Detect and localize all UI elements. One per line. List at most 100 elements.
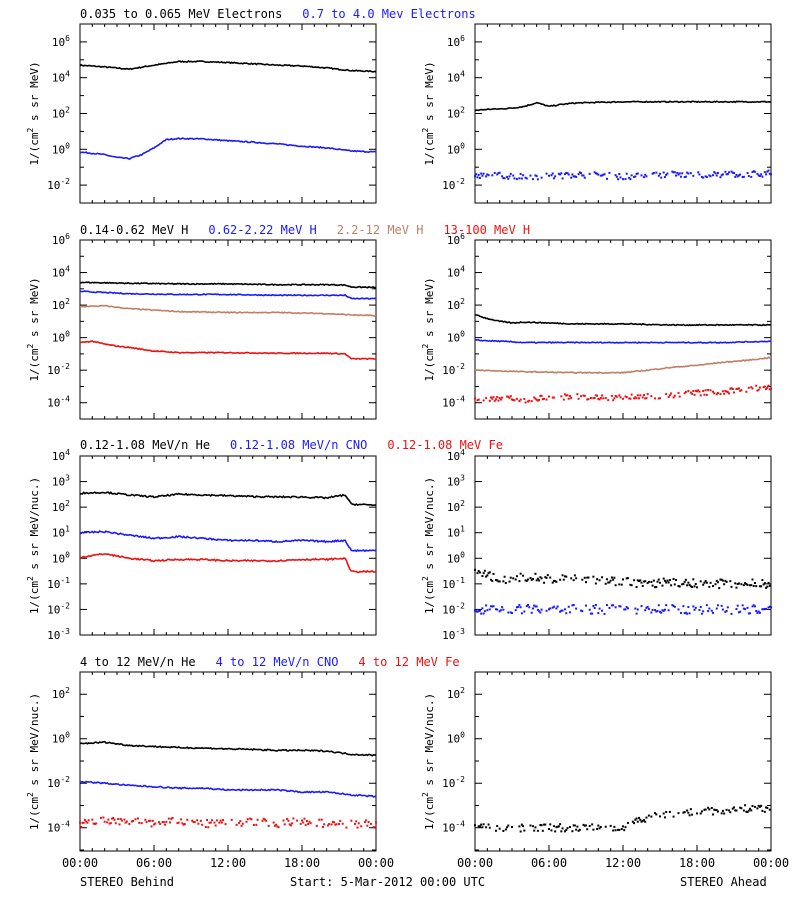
- y-tick-label: 104: [52, 265, 70, 280]
- series-point: [561, 827, 564, 830]
- series-point: [548, 608, 550, 611]
- series-point: [494, 829, 497, 832]
- series-point: [670, 392, 673, 395]
- series-point: [768, 584, 771, 587]
- series-point: [651, 608, 654, 611]
- series-point: [735, 809, 738, 812]
- series-point: [712, 390, 715, 393]
- series-point: [657, 604, 660, 607]
- x-tick-label: 00:00: [62, 856, 98, 870]
- series-point: [543, 581, 546, 584]
- series-point: [509, 172, 512, 175]
- series-point: [756, 172, 759, 175]
- series-point: [610, 604, 613, 607]
- series-point: [603, 612, 606, 615]
- series-point: [737, 611, 740, 614]
- series-point: [145, 821, 148, 824]
- series-point: [608, 606, 611, 609]
- series-point: [481, 607, 484, 610]
- y-tick-label: 104: [447, 448, 465, 463]
- series-point: [742, 175, 745, 178]
- series-point: [707, 388, 710, 391]
- series-point: [642, 394, 645, 397]
- series-point: [345, 826, 348, 829]
- series-point: [659, 610, 661, 613]
- series-point: [527, 603, 530, 606]
- series-point: [741, 176, 744, 179]
- series-point: [730, 612, 733, 615]
- series-point: [673, 605, 676, 608]
- series-point: [723, 583, 726, 586]
- series-point: [536, 829, 539, 832]
- series-point: [610, 576, 613, 579]
- series-point: [496, 608, 499, 611]
- series-point: [114, 822, 117, 825]
- series-line: [80, 304, 377, 318]
- series-point: [731, 387, 734, 390]
- series-point: [99, 816, 102, 819]
- series-point: [619, 176, 622, 179]
- series-point: [562, 398, 565, 401]
- series-point: [671, 604, 674, 607]
- series-point: [551, 396, 554, 399]
- series-point: [580, 395, 583, 398]
- series-point: [246, 818, 249, 821]
- series-point: [725, 580, 728, 583]
- series-point: [564, 608, 567, 611]
- series-point: [292, 817, 295, 820]
- series-point: [213, 821, 216, 824]
- series-point: [513, 399, 516, 402]
- series-point: [752, 584, 755, 587]
- series-point: [645, 816, 648, 819]
- series-point: [633, 175, 636, 178]
- series-point: [550, 174, 553, 177]
- series-point: [607, 399, 610, 402]
- series-point: [565, 171, 568, 174]
- series-point: [686, 171, 689, 174]
- series-point: [487, 572, 490, 575]
- series-point: [683, 811, 686, 814]
- series-point: [705, 393, 708, 396]
- series-point: [710, 609, 713, 612]
- series-point: [719, 393, 722, 396]
- series-point: [474, 568, 476, 571]
- series-point: [647, 580, 650, 583]
- series-point: [501, 606, 504, 609]
- series-point: [315, 824, 318, 827]
- series-point: [570, 176, 573, 179]
- y-tick-label: 100: [52, 141, 70, 156]
- y-tick-label: 102: [447, 686, 465, 701]
- series-point: [599, 397, 602, 400]
- series-point: [659, 172, 661, 175]
- series-point: [531, 178, 534, 181]
- series-point: [662, 609, 665, 612]
- series-point: [751, 578, 754, 581]
- series-point: [597, 173, 600, 176]
- series-point: [567, 605, 570, 608]
- series-point: [477, 610, 480, 613]
- x-tick-label: 18:00: [679, 856, 715, 870]
- series-point: [770, 387, 772, 390]
- series-point: [588, 825, 591, 828]
- series-point: [633, 579, 636, 582]
- series-point: [745, 390, 748, 393]
- series-point: [564, 173, 567, 176]
- series-point: [560, 830, 563, 833]
- series-point: [746, 606, 749, 609]
- series-point: [693, 608, 696, 611]
- series-point: [80, 825, 83, 828]
- series-point: [118, 823, 121, 826]
- series-point: [534, 397, 537, 400]
- series-point: [518, 177, 521, 180]
- series-point: [587, 576, 590, 579]
- series-point: [549, 576, 552, 579]
- series-point: [487, 823, 490, 826]
- series-point: [267, 824, 270, 827]
- series-point: [591, 823, 594, 826]
- series-point: [736, 582, 739, 585]
- series-point: [177, 821, 180, 824]
- series-point: [638, 397, 641, 400]
- y-tick-label: 10-3: [47, 627, 70, 642]
- y-tick-label: 102: [52, 297, 70, 312]
- series-point: [716, 581, 719, 584]
